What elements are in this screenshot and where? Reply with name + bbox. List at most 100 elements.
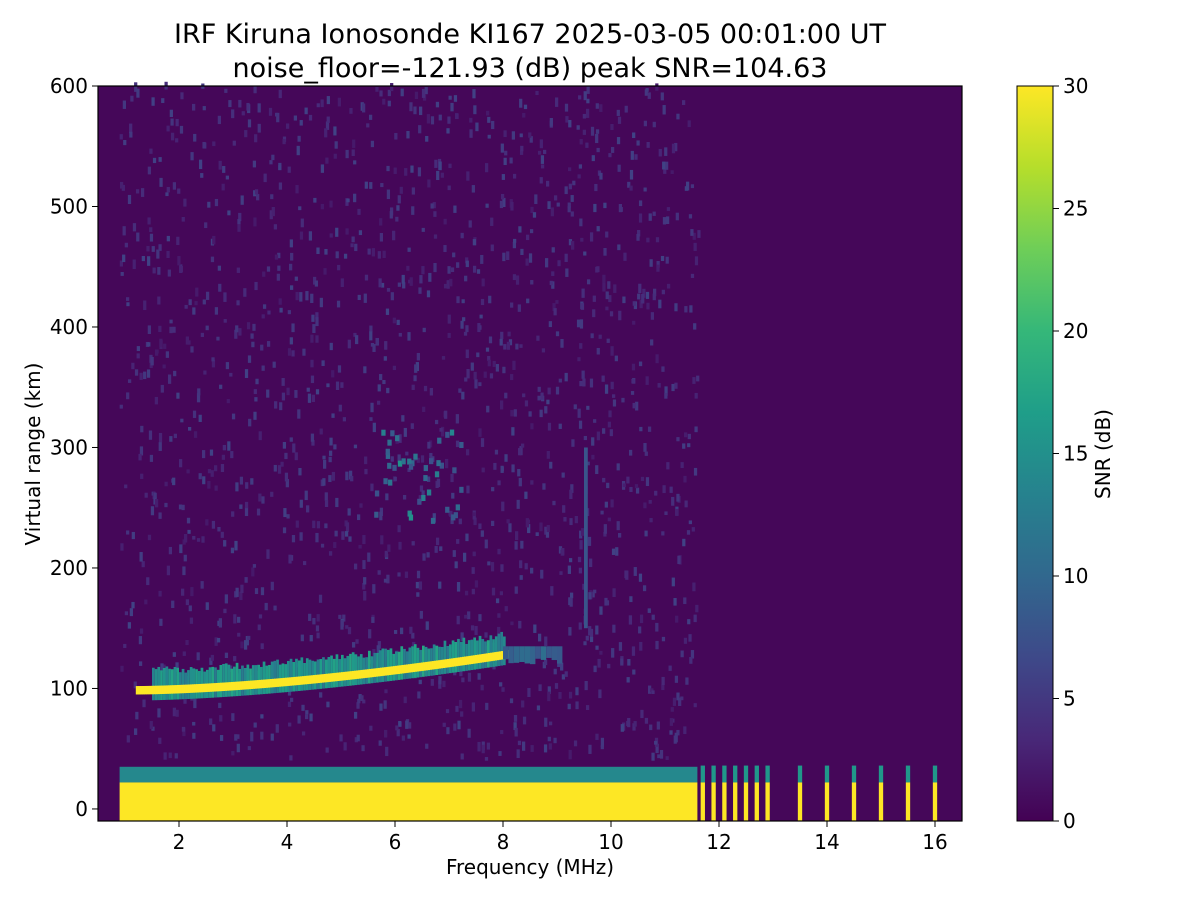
noise-cell: [412, 641, 416, 647]
noise-cell: [537, 633, 542, 642]
e-layer-trace-cell: [364, 669, 368, 678]
e-layer-trace-cell: [325, 673, 329, 683]
noise-cell: [683, 432, 688, 438]
noise-cell: [467, 728, 471, 738]
noise-cell: [319, 692, 323, 698]
noise-cell: [335, 227, 339, 237]
noise-cell: [588, 744, 592, 754]
noise-cell: [537, 150, 542, 155]
noise-cell: [596, 226, 600, 232]
noise-cell: [154, 349, 159, 356]
e-layer-trace-cell: [207, 683, 210, 692]
noise-cell: [386, 287, 391, 292]
noise-cell: [543, 659, 548, 666]
noise-cell: [260, 643, 264, 650]
e-layer-trace-cell: [388, 666, 392, 676]
noise-cell: [421, 88, 426, 98]
noise-cell: [499, 338, 503, 346]
sparse-column: [700, 782, 705, 821]
noise-cell: [520, 540, 524, 549]
noise-cell: [577, 408, 581, 418]
noise-cell: [512, 173, 517, 179]
noise-cell: [539, 522, 543, 532]
ground-clutter: [119, 782, 698, 821]
e-layer-trace-cell: [490, 652, 493, 662]
noise-cell: [188, 605, 192, 612]
noise-cell: [172, 707, 176, 717]
noise-cell: [573, 740, 578, 747]
noise-cell: [629, 185, 633, 191]
noise-cell: [218, 618, 222, 628]
noise-cell: [372, 344, 376, 352]
noise-cell: [442, 722, 446, 727]
sparse-column-top: [754, 765, 759, 783]
noise-cell: [478, 428, 482, 437]
noise-cell: [670, 170, 674, 175]
noise-cell: [172, 326, 176, 333]
noise-cell: [218, 160, 222, 170]
noise-cell: [224, 652, 229, 659]
noise-cell: [380, 282, 385, 288]
noise-cell: [689, 305, 693, 313]
noise-cell: [506, 251, 510, 261]
e-layer-halo-cell: [494, 636, 498, 667]
noise-cell: [405, 720, 409, 729]
noise-cell: [142, 699, 146, 708]
noise-cell: [622, 296, 626, 304]
noise-cell: [638, 283, 642, 294]
noise-cell: [254, 189, 259, 195]
noise-cell: [416, 457, 420, 463]
e-layer-trace-cell: [461, 656, 465, 666]
e-layer-trace-cell: [263, 679, 266, 688]
noise-cell: [392, 230, 396, 241]
noise-cell: [648, 499, 652, 504]
e-layer-trace-cell: [418, 662, 422, 672]
noise-cell: [308, 114, 313, 121]
noise-cell: [465, 349, 469, 359]
noise-cell: [648, 213, 652, 221]
noise-cell: [253, 86, 257, 94]
noise-cell: [460, 632, 464, 642]
noise-cell: [500, 143, 504, 153]
noise-cell: [147, 256, 151, 266]
noise-cell: [174, 753, 178, 759]
noise-cell: [241, 111, 245, 116]
noise-cell: [438, 161, 442, 171]
noise-cell: [541, 348, 546, 353]
noise-cell: [157, 708, 161, 718]
noise-cell: [638, 361, 643, 367]
noise-cell: [589, 378, 594, 388]
noise-cell: [486, 110, 490, 116]
spread-echo-cell: [455, 504, 460, 511]
e-layer-trace-cell: [414, 663, 418, 672]
noise-cell: [572, 180, 576, 186]
noise-cell: [386, 165, 390, 172]
sparse-column: [722, 782, 727, 821]
noise-cell: [136, 346, 140, 352]
e-layer-halo-cell: [224, 663, 228, 697]
noise-cell: [310, 334, 314, 343]
e-layer-trace-cell: [256, 680, 260, 689]
noise-cell: [266, 549, 270, 559]
noise-cell: [166, 235, 170, 242]
noise-cell: [127, 379, 132, 383]
noise-cell: [616, 137, 621, 145]
noise-cell: [608, 153, 612, 158]
noise-cell: [140, 188, 145, 197]
noise-cell: [267, 310, 271, 315]
e-layer-trace-cell: [233, 681, 236, 691]
noise-cell: [569, 489, 573, 499]
noise-cell: [168, 546, 173, 555]
noise-cell: [650, 312, 655, 320]
noise-cell: [240, 195, 244, 205]
noise-cell: [200, 581, 204, 589]
noise-cell: [136, 88, 140, 98]
noise-cell: [558, 691, 562, 699]
noise-cell: [513, 715, 518, 722]
noise-cell: [683, 597, 687, 605]
noise-cell: [609, 429, 613, 437]
noise-cell: [685, 677, 689, 685]
e-layer-trace-cell: [215, 682, 219, 692]
noise-cell: [632, 669, 636, 675]
noise-cell: [466, 368, 470, 379]
